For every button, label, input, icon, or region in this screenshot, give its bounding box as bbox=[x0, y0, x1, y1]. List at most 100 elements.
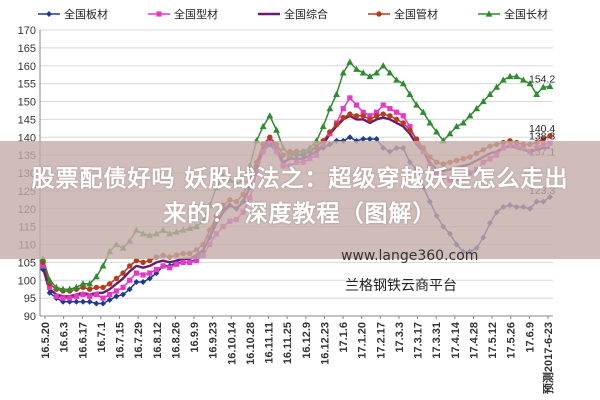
diamond-marker bbox=[80, 298, 87, 305]
x-tick-label: 16.12.9 bbox=[301, 322, 313, 359]
diamond-marker bbox=[126, 286, 133, 293]
square-marker bbox=[40, 263, 46, 269]
circle-marker bbox=[140, 259, 146, 266]
watermark-name: 兰格钢铁云商平台 bbox=[345, 278, 457, 294]
legend: 全国板材 全国型材 全国综合 全国管材 全国长材 bbox=[38, 7, 548, 21]
triangle-marker bbox=[486, 90, 494, 97]
square-marker bbox=[367, 113, 373, 119]
x-tick-label: 17.1.6 bbox=[338, 322, 350, 353]
diamond-marker bbox=[140, 279, 147, 286]
triangle-marker bbox=[539, 83, 547, 90]
square-marker bbox=[167, 265, 173, 271]
x-tick-label: 17.6.9 bbox=[524, 322, 536, 353]
triangle-marker bbox=[72, 283, 80, 290]
y-tick-label: 95 bbox=[24, 293, 36, 305]
square-marker bbox=[373, 109, 380, 115]
y-tick-label: 90 bbox=[24, 311, 36, 323]
end-value-label: 154.2 bbox=[529, 73, 555, 85]
diamond-marker bbox=[100, 300, 107, 307]
circle-marker bbox=[413, 136, 420, 142]
x-tick-label: 16.7.29 bbox=[133, 322, 145, 359]
x-tick-label: 16.11.25 bbox=[282, 322, 294, 364]
triangle-marker bbox=[513, 72, 521, 80]
square-marker bbox=[53, 293, 59, 299]
x-tick-label: 16.6.3 bbox=[59, 322, 71, 353]
square-marker bbox=[407, 123, 413, 130]
square-marker bbox=[153, 266, 160, 273]
circle-marker bbox=[127, 263, 133, 269]
diamond-marker bbox=[46, 289, 53, 296]
x-tick-label: 16.11.11 bbox=[264, 322, 276, 364]
x-tick-label: 预测2017-6-23 bbox=[541, 322, 555, 394]
triangle-marker bbox=[66, 285, 74, 292]
circle-marker bbox=[340, 114, 346, 121]
triangle-marker bbox=[446, 130, 454, 137]
triangle-marker bbox=[92, 273, 100, 280]
triangle-marker bbox=[346, 58, 354, 65]
legend-label: 全国管材 bbox=[394, 7, 438, 21]
square-marker bbox=[127, 277, 133, 283]
circle-marker bbox=[540, 136, 547, 142]
triangle-marker bbox=[466, 112, 474, 119]
triangle-marker bbox=[519, 76, 527, 83]
square-marker bbox=[387, 106, 393, 112]
circle-marker bbox=[133, 257, 140, 264]
triangle-marker bbox=[373, 69, 380, 76]
diamond-marker bbox=[86, 298, 93, 305]
triangle-marker bbox=[393, 76, 400, 83]
x-tick-label: 17.5.26 bbox=[506, 322, 518, 359]
banner-title-line-1: 股票配债好吗 妖股战法之：超级穿越妖是怎么走出 bbox=[31, 166, 569, 192]
triangle-marker bbox=[419, 108, 427, 115]
circle-marker bbox=[360, 113, 366, 119]
square-marker bbox=[93, 291, 99, 298]
diamond-marker bbox=[373, 136, 380, 143]
square-marker bbox=[187, 259, 193, 265]
triangle-marker bbox=[499, 76, 507, 83]
triangle-marker bbox=[266, 112, 274, 119]
circle-marker bbox=[147, 257, 153, 264]
triangle-marker bbox=[339, 69, 347, 76]
triangle-marker bbox=[533, 90, 541, 97]
x-tick-label: 17.2.17 bbox=[375, 322, 387, 359]
circle-marker bbox=[347, 111, 353, 117]
triangle-marker bbox=[273, 126, 280, 133]
circle-marker bbox=[120, 270, 126, 276]
circle-marker bbox=[400, 120, 406, 126]
triangle-marker bbox=[52, 283, 60, 290]
circle-marker bbox=[353, 113, 360, 119]
triangle-marker bbox=[413, 101, 420, 108]
square-marker bbox=[87, 293, 93, 299]
x-tick-label: 17.5.12 bbox=[487, 322, 499, 359]
triangle-marker bbox=[479, 97, 487, 105]
square-marker bbox=[60, 295, 66, 301]
circle-marker bbox=[393, 116, 400, 123]
triangle-marker bbox=[359, 69, 367, 76]
circle-marker bbox=[327, 129, 333, 135]
diamond-marker bbox=[366, 136, 373, 143]
triangle-marker bbox=[86, 280, 94, 287]
diamond-marker bbox=[106, 296, 113, 303]
square-marker bbox=[147, 270, 153, 276]
diamond-marker bbox=[120, 291, 127, 298]
triangle-marker bbox=[493, 83, 501, 90]
circle-marker bbox=[333, 122, 340, 128]
triangle-marker bbox=[526, 80, 534, 87]
triangle-marker bbox=[99, 262, 107, 269]
triangle-marker bbox=[453, 122, 461, 130]
watermark-url: www.lange360.com bbox=[341, 248, 479, 264]
y-tick-label: 150 bbox=[18, 97, 36, 109]
end-value-label: 138.3 bbox=[529, 130, 555, 142]
diamond-marker bbox=[360, 136, 367, 143]
triangle-marker bbox=[485, 10, 493, 17]
y-tick-label: 145 bbox=[18, 114, 36, 126]
triangle-marker bbox=[473, 105, 481, 112]
triangle-marker bbox=[459, 119, 467, 126]
triangle-marker bbox=[46, 276, 54, 283]
title-banner bbox=[0, 141, 600, 259]
square-marker bbox=[47, 284, 53, 290]
square-marker bbox=[267, 138, 273, 144]
square-marker bbox=[80, 291, 86, 298]
circle-marker bbox=[387, 113, 393, 119]
x-tick-label: 16.6.17 bbox=[77, 322, 89, 359]
y-tick-label: 170 bbox=[18, 25, 36, 37]
